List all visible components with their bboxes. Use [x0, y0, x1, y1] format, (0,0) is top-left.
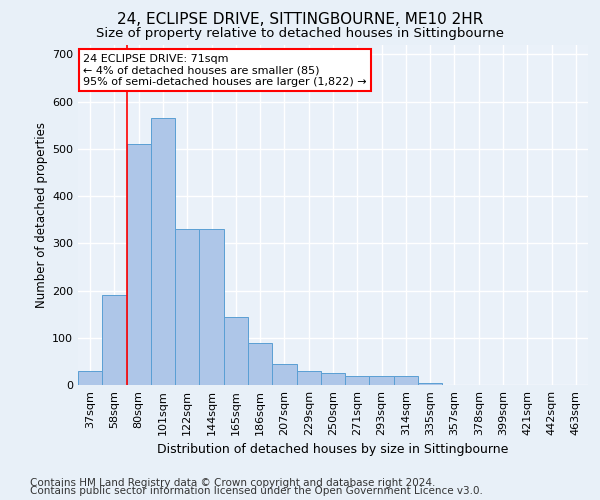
Bar	[248, 342, 272, 385]
Bar	[78, 371, 102, 385]
Text: Size of property relative to detached houses in Sittingbourne: Size of property relative to detached ho…	[96, 28, 504, 40]
Bar	[175, 229, 199, 385]
Bar	[418, 382, 442, 385]
Text: Contains public sector information licensed under the Open Government Licence v3: Contains public sector information licen…	[30, 486, 483, 496]
Bar	[102, 296, 127, 385]
X-axis label: Distribution of detached houses by size in Sittingbourne: Distribution of detached houses by size …	[157, 444, 509, 456]
Bar	[345, 376, 370, 385]
Bar	[199, 229, 224, 385]
Text: Contains HM Land Registry data © Crown copyright and database right 2024.: Contains HM Land Registry data © Crown c…	[30, 478, 436, 488]
Bar	[370, 376, 394, 385]
Bar	[151, 118, 175, 385]
Text: 24 ECLIPSE DRIVE: 71sqm
← 4% of detached houses are smaller (85)
95% of semi-det: 24 ECLIPSE DRIVE: 71sqm ← 4% of detached…	[83, 54, 367, 86]
Bar	[224, 316, 248, 385]
Bar	[127, 144, 151, 385]
Bar	[321, 373, 345, 385]
Y-axis label: Number of detached properties: Number of detached properties	[35, 122, 48, 308]
Text: 24, ECLIPSE DRIVE, SITTINGBOURNE, ME10 2HR: 24, ECLIPSE DRIVE, SITTINGBOURNE, ME10 2…	[117, 12, 483, 28]
Bar	[272, 364, 296, 385]
Bar	[394, 376, 418, 385]
Bar	[296, 371, 321, 385]
